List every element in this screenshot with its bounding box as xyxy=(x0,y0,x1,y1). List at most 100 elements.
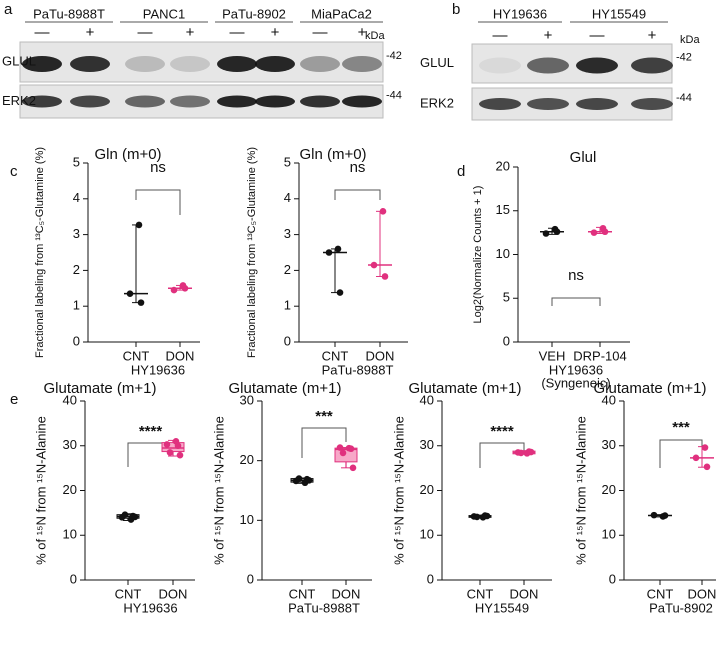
x-tick-label: CNT xyxy=(322,348,349,363)
treatment-label: + xyxy=(271,24,280,41)
data-point xyxy=(379,208,387,215)
data-point xyxy=(334,245,342,253)
x-axis-label: PaTu-8902 xyxy=(649,600,713,615)
cell-line-label: PaTu-8988T xyxy=(33,6,105,21)
significance-bracket xyxy=(135,189,181,215)
x-tick-label: DON xyxy=(332,586,361,601)
treatment-label: + xyxy=(358,24,367,41)
x-tick-label: DON xyxy=(688,586,717,601)
y-tick-label: 20 xyxy=(240,452,254,467)
x-tick-label: DON xyxy=(159,586,188,601)
y-axis-label: % of ¹⁵N from ¹⁵N-Alanine xyxy=(573,416,588,565)
significance-label: **** xyxy=(139,423,163,440)
blot-band xyxy=(576,57,618,74)
y-tick-label: 3 xyxy=(73,226,80,241)
blot-band xyxy=(342,95,382,108)
treatment-label: — xyxy=(138,24,153,41)
data-point xyxy=(370,261,378,269)
data-point xyxy=(517,449,525,457)
data-point xyxy=(650,511,658,519)
cell-line-label: HY15549 xyxy=(592,6,646,21)
data-point xyxy=(295,475,303,482)
data-point xyxy=(703,463,711,471)
y-tick-label: 5 xyxy=(73,154,80,169)
chart-title: Glutamate (m+1) xyxy=(44,380,157,397)
treatment-label: + xyxy=(544,27,553,44)
x-axis-label: HY19636 xyxy=(549,362,603,377)
blot-band xyxy=(342,56,382,72)
x-tick-label: DON xyxy=(510,586,539,601)
blot-band xyxy=(22,95,62,108)
blot-band xyxy=(170,56,210,72)
data-point xyxy=(542,230,550,237)
blot-band xyxy=(217,56,257,72)
data-point xyxy=(121,511,129,518)
y-tick-label: 40 xyxy=(602,392,616,407)
data-point xyxy=(137,299,145,306)
treatment-label: — xyxy=(230,24,245,41)
y-tick-label: 20 xyxy=(63,482,77,497)
chart-title: Gln (m+0) xyxy=(299,146,366,163)
data-point xyxy=(174,442,182,450)
data-point xyxy=(166,449,174,456)
x-tick-label: CNT xyxy=(115,586,142,601)
x-axis-label: HY15549 xyxy=(475,600,529,615)
cell-line-label: MiaPaCa2 xyxy=(311,6,372,21)
kda-unit: kDa xyxy=(365,30,385,42)
blot-band xyxy=(217,95,257,108)
significance-label: ns xyxy=(568,267,584,284)
y-tick-label: 30 xyxy=(63,437,77,452)
protein-label: GLUL xyxy=(2,53,36,68)
y-tick-label: 20 xyxy=(496,158,510,173)
y-tick-label: 15 xyxy=(496,202,510,217)
treatment-label: — xyxy=(493,27,508,44)
y-tick-label: 0 xyxy=(609,571,616,586)
y-tick-label: 10 xyxy=(496,246,510,261)
blot-band xyxy=(527,98,569,110)
kda-marker: -44 xyxy=(676,92,692,104)
data-point xyxy=(131,513,139,521)
data-point xyxy=(170,286,178,294)
y-tick-label: 2 xyxy=(284,262,291,277)
treatment-label: — xyxy=(590,27,605,44)
y-tick-label: 10 xyxy=(63,527,77,542)
y-tick-label: 30 xyxy=(420,437,434,452)
treatment-label: — xyxy=(35,24,50,41)
x-axis-label: (Syngeneic) xyxy=(541,375,610,390)
y-tick-label: 4 xyxy=(284,190,291,205)
significance-bracket xyxy=(301,427,347,458)
data-point xyxy=(701,444,709,451)
chart-title: Gln (m+0) xyxy=(94,146,161,163)
y-tick-label: 5 xyxy=(284,154,291,169)
blot-band xyxy=(255,95,295,108)
protein-label: GLUL xyxy=(420,55,454,70)
y-tick-label: 0 xyxy=(427,571,434,586)
y-tick-label: 0 xyxy=(284,333,291,348)
significance-label: ns xyxy=(350,159,366,176)
data-point xyxy=(473,513,481,521)
significance-bracket xyxy=(659,439,703,468)
blot-band xyxy=(255,56,295,72)
panel-letter: c xyxy=(10,163,18,180)
blot-band xyxy=(300,95,340,108)
kda-marker: -42 xyxy=(676,51,692,63)
blot-band xyxy=(300,56,340,72)
x-axis-label: PaTu-8988T xyxy=(288,600,360,615)
treatment-label: — xyxy=(313,24,328,41)
panel-letter: b xyxy=(452,1,460,18)
y-tick-label: 30 xyxy=(602,437,616,452)
x-tick-label: DON xyxy=(366,348,395,363)
y-tick-label: 1 xyxy=(284,298,291,313)
y-axis-label: Fractional labeling from ¹³C₅-Glutamine … xyxy=(34,147,46,358)
kda-marker: -42 xyxy=(386,50,402,62)
data-point xyxy=(176,451,184,459)
data-point xyxy=(553,228,561,236)
blot-band xyxy=(125,95,165,108)
data-point xyxy=(527,448,535,456)
significance-bracket xyxy=(479,442,525,468)
y-tick-label: 2 xyxy=(73,262,80,277)
y-tick-label: 1 xyxy=(73,298,80,313)
chart-title: Glutamate (m+1) xyxy=(409,380,522,397)
blot-band xyxy=(527,57,569,74)
